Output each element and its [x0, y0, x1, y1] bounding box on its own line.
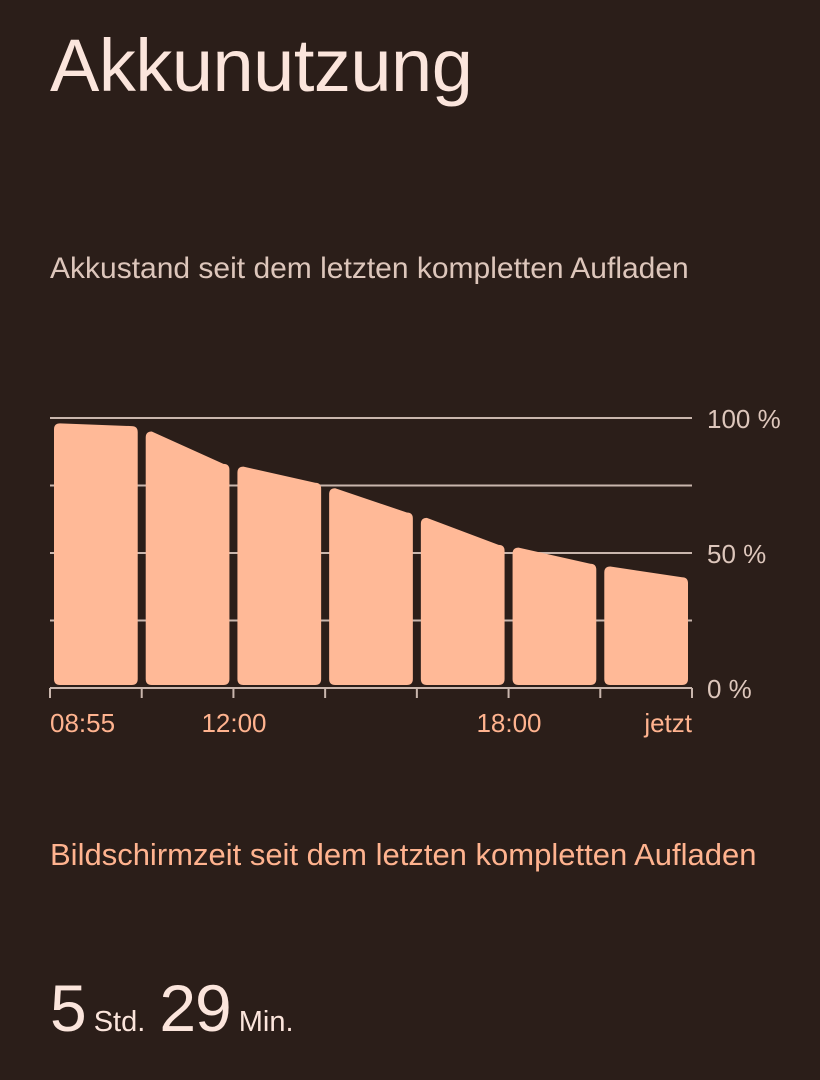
chart-bar-segment [145, 431, 230, 685]
page-title: Akkunutzung [50, 24, 473, 107]
chart-bar-segment [420, 517, 505, 685]
battery-level-chart[interactable]: 0 % 50 % 100 % 08:55 12:00 18:00 jetzt [0, 380, 820, 750]
chart-x-tick-label: jetzt [643, 708, 692, 738]
chart-y-tick-label: 50 % [707, 539, 766, 569]
chart-bar-segment [54, 423, 138, 685]
battery-chart-caption: Akkustand seit dem letzten kompletten Au… [50, 252, 689, 285]
chart-bar-segment [329, 488, 413, 685]
chart-x-tick-label: 18:00 [476, 708, 541, 738]
chart-bar-segment [237, 466, 322, 685]
screen-time-minutes: 29 [159, 971, 231, 1045]
screen-time-hours-unit: Std. [93, 1006, 146, 1038]
chart-y-tick-label: 0 % [707, 674, 752, 704]
screen-time-hours: 5 [50, 971, 87, 1045]
screen-time-caption: Bildschirmzeit seit dem letzten komplett… [50, 837, 757, 872]
screen-time-minutes-unit: Min. [238, 1006, 294, 1038]
chart-bar-segment [512, 547, 597, 685]
screen-time-value: 5 Std. 29 Min. [50, 966, 294, 1064]
chart-y-tick-label: 100 % [707, 404, 781, 434]
chart-bar-segment [604, 566, 688, 685]
chart-x-tick-label: 12:00 [201, 708, 266, 738]
chart-x-tick-label: 08:55 [50, 708, 115, 738]
